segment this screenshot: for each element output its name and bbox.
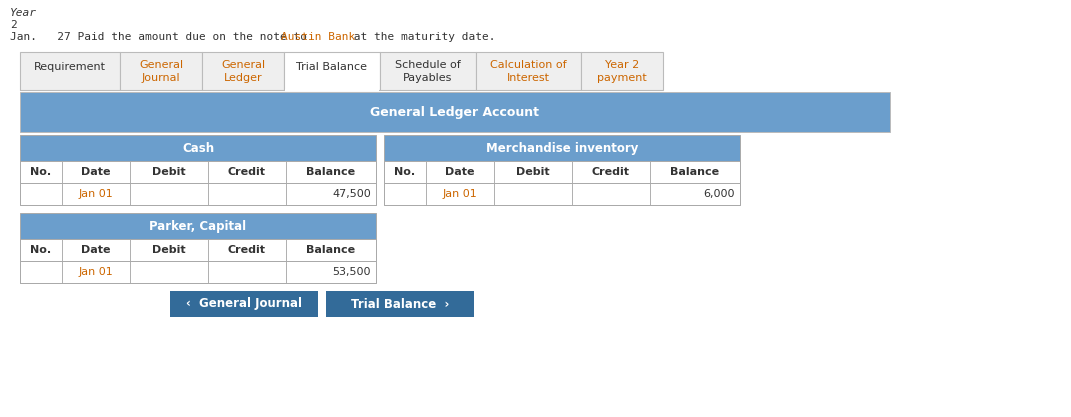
- Bar: [286, 161, 376, 183]
- Text: Jan 01: Jan 01: [78, 189, 114, 199]
- Text: Year: Year: [10, 8, 37, 18]
- Text: Ledger: Ledger: [224, 73, 262, 83]
- Text: Calculation of: Calculation of: [491, 60, 567, 70]
- Bar: [208, 183, 286, 205]
- Bar: [285, 89, 379, 91]
- Text: Trial Balance  ›: Trial Balance ›: [351, 297, 449, 311]
- Text: Balance: Balance: [306, 245, 356, 255]
- Bar: [20, 239, 62, 261]
- Bar: [384, 183, 740, 205]
- Bar: [426, 161, 494, 183]
- Bar: [170, 291, 318, 317]
- Text: Debit: Debit: [152, 167, 185, 177]
- Text: Year 2: Year 2: [605, 60, 639, 70]
- Text: Debit: Debit: [516, 167, 549, 177]
- Bar: [120, 52, 202, 90]
- Bar: [384, 183, 426, 205]
- Bar: [130, 239, 208, 261]
- Bar: [572, 183, 650, 205]
- Bar: [580, 52, 663, 90]
- Text: ‹  General Journal: ‹ General Journal: [186, 297, 302, 311]
- Text: Date: Date: [81, 167, 110, 177]
- Bar: [384, 161, 426, 183]
- Bar: [494, 183, 572, 205]
- Bar: [494, 161, 572, 183]
- Text: Interest: Interest: [507, 73, 550, 83]
- Bar: [572, 161, 650, 183]
- Bar: [426, 183, 494, 205]
- Bar: [62, 239, 130, 261]
- Text: Date: Date: [81, 245, 110, 255]
- Bar: [202, 52, 284, 90]
- Text: Balance: Balance: [670, 167, 720, 177]
- Text: General Ledger Account: General Ledger Account: [371, 106, 540, 118]
- Bar: [476, 52, 580, 90]
- Text: Trial Balance: Trial Balance: [297, 62, 367, 72]
- Text: Credit: Credit: [228, 167, 266, 177]
- Text: No.: No.: [394, 167, 416, 177]
- Bar: [20, 161, 376, 183]
- Bar: [62, 261, 130, 283]
- Bar: [20, 261, 376, 283]
- Bar: [130, 183, 208, 205]
- Bar: [20, 239, 376, 261]
- Bar: [130, 161, 208, 183]
- Text: Austin Bank: Austin Bank: [281, 32, 356, 42]
- Bar: [384, 161, 740, 183]
- Bar: [286, 183, 376, 205]
- Text: Jan 01: Jan 01: [78, 267, 114, 277]
- Text: General: General: [139, 60, 183, 70]
- Bar: [208, 239, 286, 261]
- Text: Payables: Payables: [404, 73, 453, 83]
- Bar: [20, 135, 376, 161]
- Text: General: General: [221, 60, 265, 70]
- Bar: [208, 261, 286, 283]
- Text: payment: payment: [598, 73, 647, 83]
- Text: Merchandise inventory: Merchandise inventory: [486, 141, 638, 155]
- Bar: [650, 161, 740, 183]
- Bar: [20, 183, 62, 205]
- Bar: [284, 52, 380, 90]
- Text: Credit: Credit: [228, 245, 266, 255]
- Text: 2: 2: [10, 20, 17, 30]
- Bar: [130, 261, 208, 283]
- Text: 6,000: 6,000: [704, 189, 735, 199]
- Bar: [20, 183, 376, 205]
- Bar: [20, 161, 62, 183]
- Text: 53,500: 53,500: [332, 267, 371, 277]
- Bar: [20, 261, 62, 283]
- Bar: [650, 183, 740, 205]
- Bar: [20, 90, 663, 91]
- Text: Date: Date: [446, 167, 474, 177]
- Text: Balance: Balance: [306, 167, 356, 177]
- Text: Jan 01: Jan 01: [442, 189, 478, 199]
- Text: No.: No.: [30, 167, 51, 177]
- Bar: [62, 183, 130, 205]
- Bar: [286, 239, 376, 261]
- Text: No.: No.: [30, 245, 51, 255]
- Bar: [208, 161, 286, 183]
- Bar: [380, 52, 476, 90]
- Bar: [326, 291, 474, 317]
- Text: Cash: Cash: [182, 141, 214, 155]
- Bar: [20, 92, 890, 132]
- Bar: [286, 261, 376, 283]
- Text: Journal: Journal: [141, 73, 180, 83]
- Bar: [384, 135, 740, 161]
- Bar: [62, 161, 130, 183]
- Text: Schedule of: Schedule of: [395, 60, 461, 70]
- Text: Debit: Debit: [152, 245, 185, 255]
- Text: Credit: Credit: [592, 167, 630, 177]
- Text: 47,500: 47,500: [332, 189, 371, 199]
- Text: Parker, Capital: Parker, Capital: [150, 219, 246, 233]
- Text: at the maturity date.: at the maturity date.: [347, 32, 496, 42]
- Bar: [20, 213, 376, 239]
- Text: Jan.   27 Paid the amount due on the note to: Jan. 27 Paid the amount due on the note …: [10, 32, 314, 42]
- Bar: [20, 52, 120, 90]
- Text: Requirement: Requirement: [34, 62, 106, 72]
